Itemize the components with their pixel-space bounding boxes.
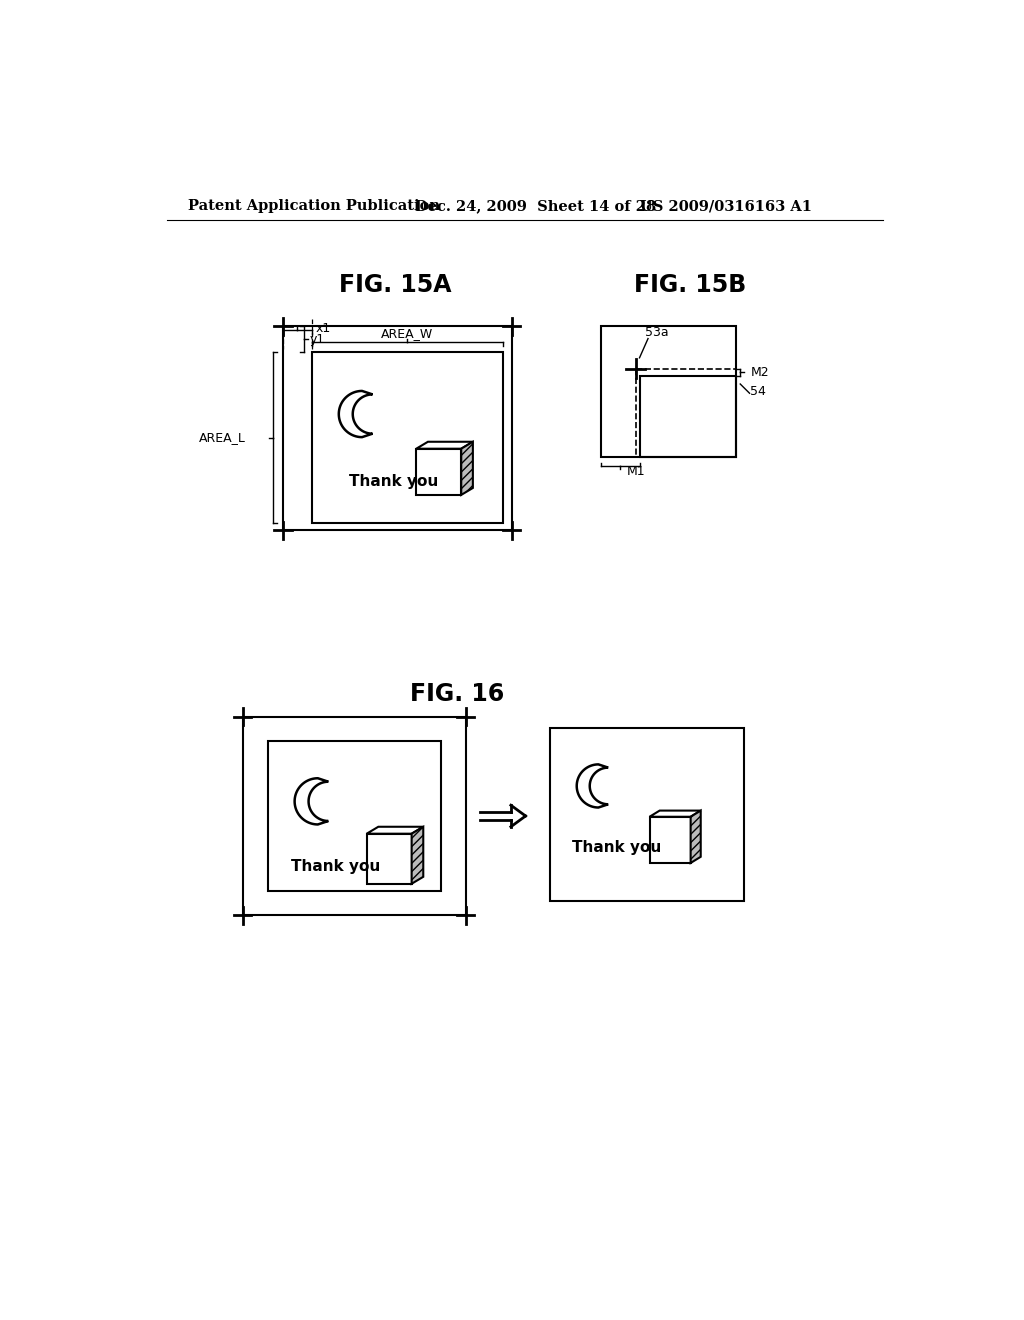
Text: y1: y1: [310, 333, 326, 346]
Polygon shape: [367, 834, 412, 884]
Text: x1: x1: [315, 322, 331, 335]
Text: FIG. 16: FIG. 16: [411, 681, 505, 706]
Text: AREA_L: AREA_L: [199, 432, 246, 445]
Text: FIG. 15B: FIG. 15B: [634, 273, 746, 297]
Text: AREA_W: AREA_W: [381, 327, 433, 341]
Text: Thank you: Thank you: [349, 474, 438, 490]
Text: FIG. 15A: FIG. 15A: [339, 273, 452, 297]
Polygon shape: [417, 442, 473, 449]
Text: Thank you: Thank you: [572, 840, 662, 855]
Polygon shape: [412, 826, 423, 884]
Polygon shape: [649, 817, 690, 863]
Text: M2: M2: [751, 366, 769, 379]
Text: 53a: 53a: [645, 326, 669, 339]
Text: US 2009/0316163 A1: US 2009/0316163 A1: [640, 199, 811, 213]
Polygon shape: [690, 810, 700, 863]
Text: Dec. 24, 2009  Sheet 14 of 28: Dec. 24, 2009 Sheet 14 of 28: [415, 199, 656, 213]
Text: M1: M1: [627, 465, 645, 478]
Polygon shape: [367, 826, 423, 834]
Text: 54: 54: [751, 385, 766, 399]
Text: Thank you: Thank you: [291, 858, 380, 874]
Polygon shape: [461, 442, 473, 495]
Polygon shape: [649, 810, 700, 817]
Polygon shape: [417, 449, 461, 495]
Text: Patent Application Publication: Patent Application Publication: [188, 199, 440, 213]
